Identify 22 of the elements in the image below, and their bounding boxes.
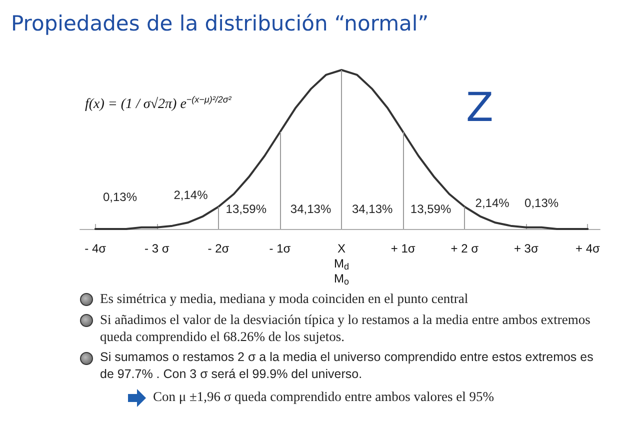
annotation: 2,14% bbox=[475, 196, 510, 210]
x-tick-label: - 4σ bbox=[84, 242, 107, 256]
x-tick-label: + 2 σ bbox=[450, 242, 480, 256]
text: Si sumamos o restamos 2 σ a la media el universo comprendido entre estos extremos es de 97.7% . Con 3 σ será el 99.9% del universo. bbox=[99, 349, 594, 383]
annotation: Z bbox=[466, 85, 494, 131]
x-tick-label: - 3 σ bbox=[144, 242, 170, 256]
annotation: 34,13% bbox=[352, 202, 393, 216]
annotation: 0,13% bbox=[102, 190, 138, 204]
x-tick-label: - 1σ bbox=[269, 242, 292, 256]
annotation: 13,59% bbox=[226, 202, 267, 216]
annotation: 34,13% bbox=[290, 202, 332, 216]
x-tick-label: - 2σ bbox=[208, 242, 230, 256]
x-tick-label: + 3σ bbox=[514, 242, 539, 256]
x-tick-label: + 4σ bbox=[575, 242, 600, 256]
text: Si añadimos el valor de la desviación típica y lo restamos a la media entre ambos extremos queda comprendido el 68.26% de los sujetos. bbox=[99, 311, 592, 345]
annotation: 13,59% bbox=[410, 202, 452, 216]
text: Es simétrica y media, mediana y moda coinciden en el punto central bbox=[99, 290, 470, 307]
annotation: 0,13% bbox=[524, 196, 559, 210]
annotation: 2,14% bbox=[174, 188, 208, 202]
chart-title: Propiedades de la distribución “normal” bbox=[11, 12, 429, 36]
text: Con μ ±1,96 σ queda comprendido entre ambos valores el 95% bbox=[152, 389, 495, 405]
x-tick-label: + 1σ bbox=[390, 242, 416, 256]
